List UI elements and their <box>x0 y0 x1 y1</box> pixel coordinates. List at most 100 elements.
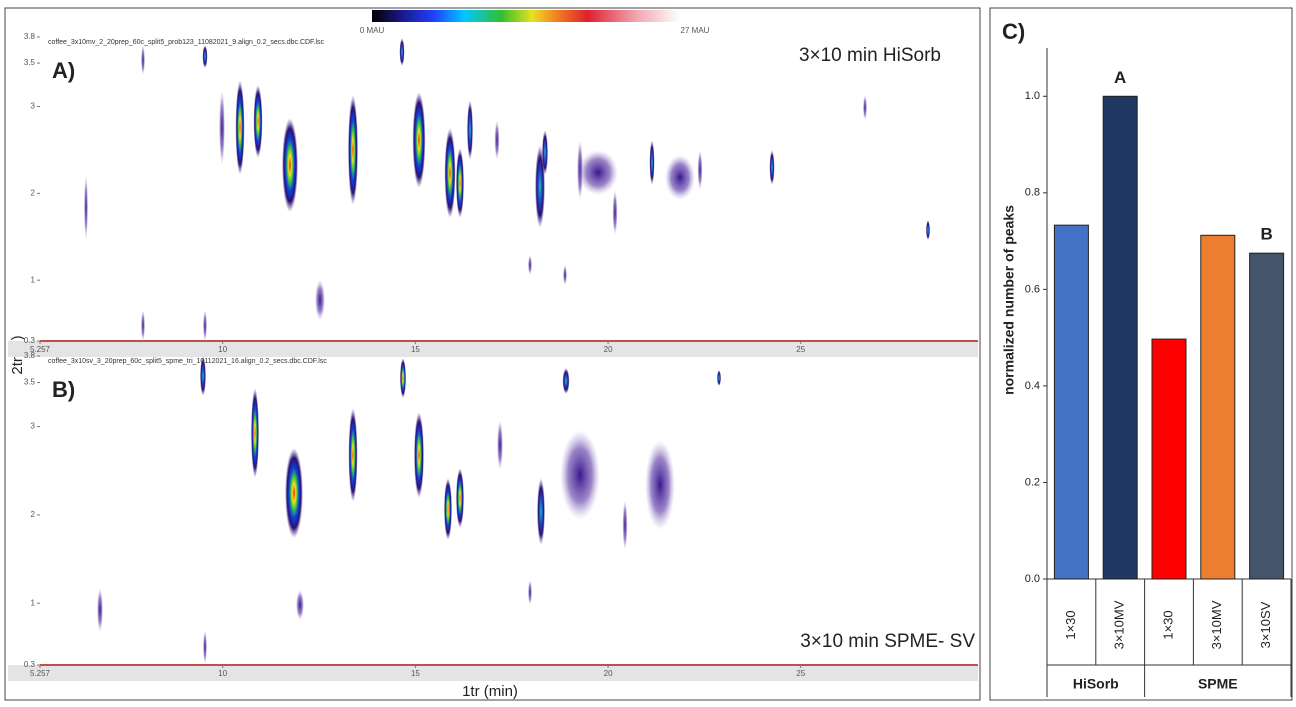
annotation: 3×10 min SPME- SV <box>800 631 975 652</box>
spot <box>414 412 424 498</box>
colorbar-label: 0 MAU <box>360 26 385 35</box>
spot <box>645 440 675 530</box>
file-name: coffee_3x10mv_2_20prep_60c_split5_prob12… <box>48 39 325 46</box>
spot <box>769 150 775 185</box>
spot <box>444 128 456 218</box>
spot <box>251 388 259 478</box>
y-tick-label: 3 <box>31 102 36 111</box>
spot <box>200 356 206 396</box>
y-tick-label: 0.3 <box>24 660 36 669</box>
group-label: SPME <box>1198 676 1238 692</box>
y-tick-label: 1.0 <box>1025 90 1040 102</box>
x-axis-strip <box>8 665 978 681</box>
spot <box>315 280 325 320</box>
y-tick-label: 2 <box>31 510 36 519</box>
colorbar <box>372 10 680 22</box>
spot <box>542 130 548 175</box>
bar <box>1151 338 1187 580</box>
bar <box>1249 252 1285 580</box>
y-tick-label: 0.8 <box>1025 187 1040 199</box>
significance-letter: B <box>1260 225 1272 244</box>
spot <box>456 468 464 528</box>
spot <box>697 150 703 190</box>
x-tick-label: 3×10MV <box>1112 600 1127 649</box>
panel-label: B) <box>52 377 75 402</box>
x-tick-label: 10 <box>218 345 227 354</box>
x-tick-label: 10 <box>218 669 227 678</box>
spot <box>84 175 88 240</box>
x-tick-label: 20 <box>604 669 613 678</box>
spot <box>253 85 263 158</box>
annotation: 3×10 min HiSorb <box>799 45 941 66</box>
spot <box>494 120 500 160</box>
group-label: HiSorb <box>1073 676 1119 692</box>
spot <box>141 310 145 341</box>
x-axis-label: 1tr (min) <box>462 683 518 700</box>
x-tick-label: 5.257 <box>30 669 51 678</box>
marks <box>84 38 930 664</box>
spot <box>528 580 532 605</box>
x-tick-label: 5.257 <box>30 345 51 354</box>
spot <box>497 420 503 470</box>
spot <box>219 90 225 165</box>
y-tick-label: 2 <box>31 188 36 197</box>
spot <box>285 448 303 538</box>
spot <box>649 140 655 185</box>
y-tick-label: 3.8 <box>24 351 36 360</box>
spot <box>863 95 867 120</box>
y-tick-label: 1 <box>31 598 36 607</box>
panel-frame <box>989 7 1293 701</box>
spot <box>202 45 208 68</box>
spot <box>612 190 618 235</box>
spot <box>560 430 600 520</box>
x-tick-label: 25 <box>796 669 805 678</box>
spot <box>444 478 452 540</box>
spot <box>203 630 207 664</box>
y-tick-label: 0.4 <box>1025 380 1040 392</box>
x-tick-label: 3×10MV <box>1209 600 1224 649</box>
x-tick-label: 1×30 <box>1063 610 1078 639</box>
bar <box>1102 95 1138 580</box>
x-tick-label: 15 <box>411 345 420 354</box>
spot <box>296 590 304 620</box>
spot <box>203 310 207 341</box>
y-tick-label: 3.8 <box>24 32 36 41</box>
x-tick-label: 20 <box>604 345 613 354</box>
spot <box>348 408 358 502</box>
panel-label: C) <box>1002 19 1025 44</box>
spot <box>578 150 618 195</box>
bar <box>1200 234 1236 580</box>
spot <box>528 255 532 275</box>
y-tick-label: 0.6 <box>1025 283 1040 295</box>
spot <box>97 588 103 632</box>
spot <box>456 148 464 218</box>
x-tick-label: 1×30 <box>1160 610 1175 639</box>
y-tick-label: 3 <box>31 422 36 431</box>
file-name: coffee_3x10sv_3_20prep_60c_split5_spme_t… <box>48 358 327 365</box>
spot <box>235 80 245 175</box>
spot <box>665 155 695 200</box>
x-tick-label: 3×10SV <box>1258 601 1273 648</box>
spot <box>563 265 567 285</box>
y-axis-label: normalized number of peaks <box>1001 205 1017 395</box>
spot <box>282 118 298 212</box>
x-tick-label: 25 <box>796 345 805 354</box>
spot <box>717 370 721 386</box>
spot <box>622 500 628 550</box>
spot <box>399 38 405 66</box>
spot <box>400 358 406 398</box>
spot <box>348 95 358 205</box>
panel-label: A) <box>52 58 75 83</box>
x-axis-strip <box>8 341 978 357</box>
y-tick-label: 0.0 <box>1025 573 1040 585</box>
y-tick-label: 1 <box>31 275 36 284</box>
y-tick-label: 3.5 <box>24 378 36 387</box>
significance-letter: A <box>1114 68 1126 87</box>
spot <box>926 220 930 240</box>
spot <box>412 92 426 188</box>
spot <box>141 45 145 75</box>
spot <box>537 478 545 545</box>
y-tick-label: 0.3 <box>24 336 36 345</box>
y-tick-label: 0.2 <box>1025 476 1040 488</box>
